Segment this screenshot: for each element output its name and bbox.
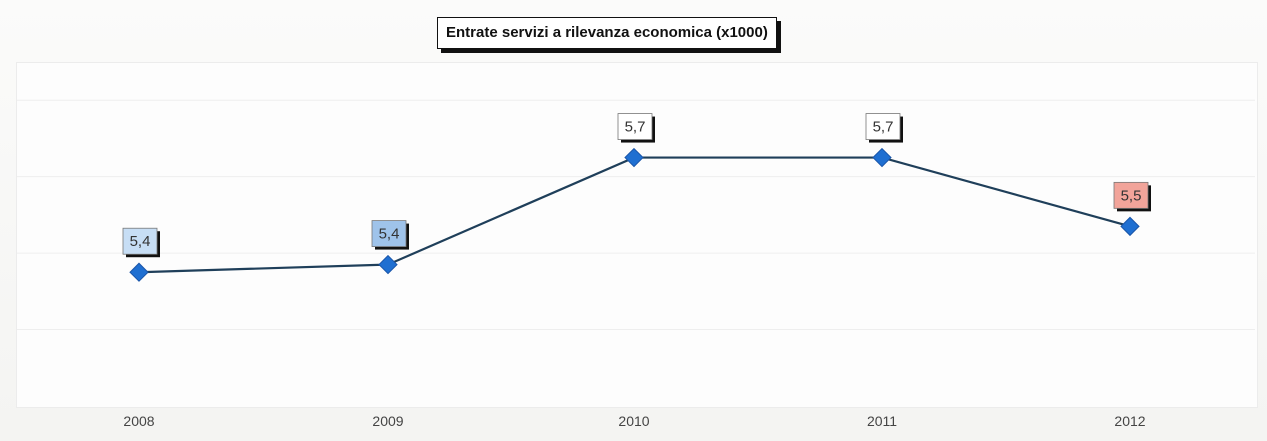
data-label: 5,5 <box>1121 187 1142 204</box>
data-label-box <box>371 220 407 247</box>
data-label-box <box>865 113 901 140</box>
data-label-box <box>122 227 158 255</box>
data-point <box>378 254 398 275</box>
data-label: 5,7 <box>625 119 646 136</box>
data-label-box <box>1113 181 1149 209</box>
data-label: 5,7 <box>873 119 894 136</box>
data-point <box>129 262 149 282</box>
data-label: 5,4 <box>130 233 151 250</box>
data-label-box <box>617 113 653 140</box>
x-tick-label: 2008 <box>123 413 154 429</box>
data-point <box>872 147 892 168</box>
x-tick-label: 2012 <box>1114 413 1145 429</box>
data-point <box>624 147 644 168</box>
series-line <box>138 156 1131 274</box>
chart-title: Entrate servizi a rilevanza economica (x… <box>437 17 777 49</box>
x-tick-label: 2009 <box>372 413 403 429</box>
x-tick-label: 2011 <box>867 413 897 429</box>
data-label: 5,4 <box>379 226 400 243</box>
data-point <box>1120 216 1140 237</box>
x-tick-label: 2010 <box>618 413 649 429</box>
